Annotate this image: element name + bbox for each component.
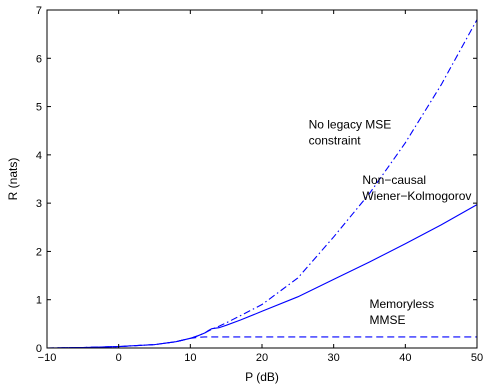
annotation-no-legacy-mse-constraint-line-2: constraint [309,133,362,147]
annotation-memoryless-mmse-line-1: Memoryless [370,297,435,311]
x-tick-label: 0 [116,352,122,364]
annotation-non-causal-wiener-kolmogorov-line-1: Non−causal [362,173,426,187]
x-tick-label: 20 [256,352,268,364]
series-line-memoryless-mmse [46,336,477,349]
y-tick-label: 3 [36,198,42,210]
y-tick-label: 4 [36,150,42,162]
annotation-memoryless-mmse-line-2: MMSE [370,313,406,327]
y-axis-label: R (nats) [6,158,20,201]
y-tick-label: 7 [36,5,42,17]
y-tick-label: 2 [36,246,42,258]
x-tick-label: −10 [38,352,57,364]
x-tick-label: 40 [399,352,411,364]
plot-area [47,10,477,348]
x-tick-label: 10 [184,352,196,364]
y-tick-label: 0 [36,343,42,355]
series-layer [46,19,478,349]
annotation-no-legacy-mse-constraint-line-1: No legacy MSE [309,117,392,131]
x-tick-label: 50 [471,352,483,364]
y-tick-label: 1 [36,295,42,307]
x-tick-label: 30 [328,352,340,364]
x-axis-label: P (dB) [245,370,279,384]
y-tick-label: 6 [36,53,42,65]
y-tick-label: 5 [36,102,42,114]
annotation-non-causal-wiener-kolmogorov-line-2: Wiener−Kolmogorov [362,189,471,203]
annotation-layer: No legacy MSE constraint Non−causal Wiener−… [309,117,472,327]
